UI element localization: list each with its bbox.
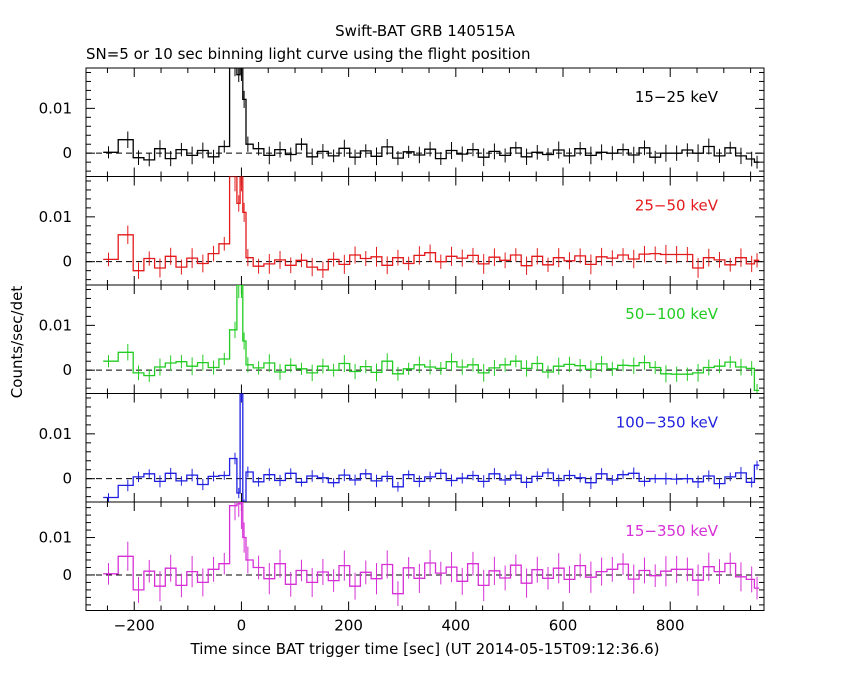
series-line (103, 393, 760, 502)
band-label: 50−100 keV (625, 305, 718, 323)
x-tick-label: 400 (441, 617, 470, 635)
y-tick-label: 0 (62, 470, 72, 488)
y-tick-label: 0.01 (39, 529, 72, 547)
y-tick-label: 0 (62, 253, 72, 271)
y-tick-label: 0.01 (39, 425, 72, 443)
series-line (103, 176, 760, 272)
panel-frame (85, 67, 765, 177)
panel-0: 0 0.01 15−25 keV (39, 67, 765, 177)
x-tick-label: 200 (334, 617, 363, 635)
x-tick-label: 800 (656, 617, 685, 635)
y-tick-label: 0.01 (39, 99, 72, 117)
y-tick-label: 0 (62, 144, 72, 162)
y-axis-label: Counts/sec/det (8, 286, 26, 399)
y-tick-label: 0 (62, 361, 72, 379)
chart-subtitle: SN=5 or 10 sec binning light curve using… (86, 45, 531, 63)
y-tick-label: 0 (62, 566, 72, 584)
band-label: 25−50 keV (635, 197, 719, 215)
x-tick-label: −200 (114, 617, 155, 635)
y-tick-label: 0.01 (39, 316, 72, 334)
panel-3: 0 0.01 100−350 keV (39, 393, 765, 503)
series-15-25-keV (103, 68, 760, 169)
x-tick-label: 600 (549, 617, 578, 635)
y-tick-label: 0.01 (39, 208, 72, 226)
panel-1: 0 0.01 25−50 keV (39, 176, 765, 286)
x-axis-label: Time since BAT trigger time [sec] (UT 20… (190, 640, 660, 658)
series-line (103, 68, 760, 163)
panel-frame (85, 284, 765, 394)
x-tick-label: 0 (237, 617, 247, 635)
panel-4: 0 0.01 15−350 keV (39, 501, 765, 611)
series-100-350-keV (103, 393, 760, 502)
panel-frame (85, 393, 765, 503)
series-line (103, 502, 760, 595)
series-line (103, 285, 760, 392)
panel-frame (85, 501, 765, 611)
series-50-100-keV (103, 285, 760, 394)
panels-group: 0 0.01 15−25 keV 0 0.01 25−50 keV 0 0.01 50−100 … (39, 67, 765, 635)
series-15-350-keV (103, 502, 760, 607)
band-label: 15−25 keV (635, 88, 719, 106)
panel-frame (85, 176, 765, 286)
panel-2: 0 0.01 50−100 keV (39, 284, 765, 394)
band-label: 15−350 keV (625, 522, 718, 540)
chart-title: Swift-BAT GRB 140515A (335, 22, 515, 40)
band-label: 100−350 keV (616, 414, 719, 432)
series-25-50-keV (103, 176, 760, 279)
